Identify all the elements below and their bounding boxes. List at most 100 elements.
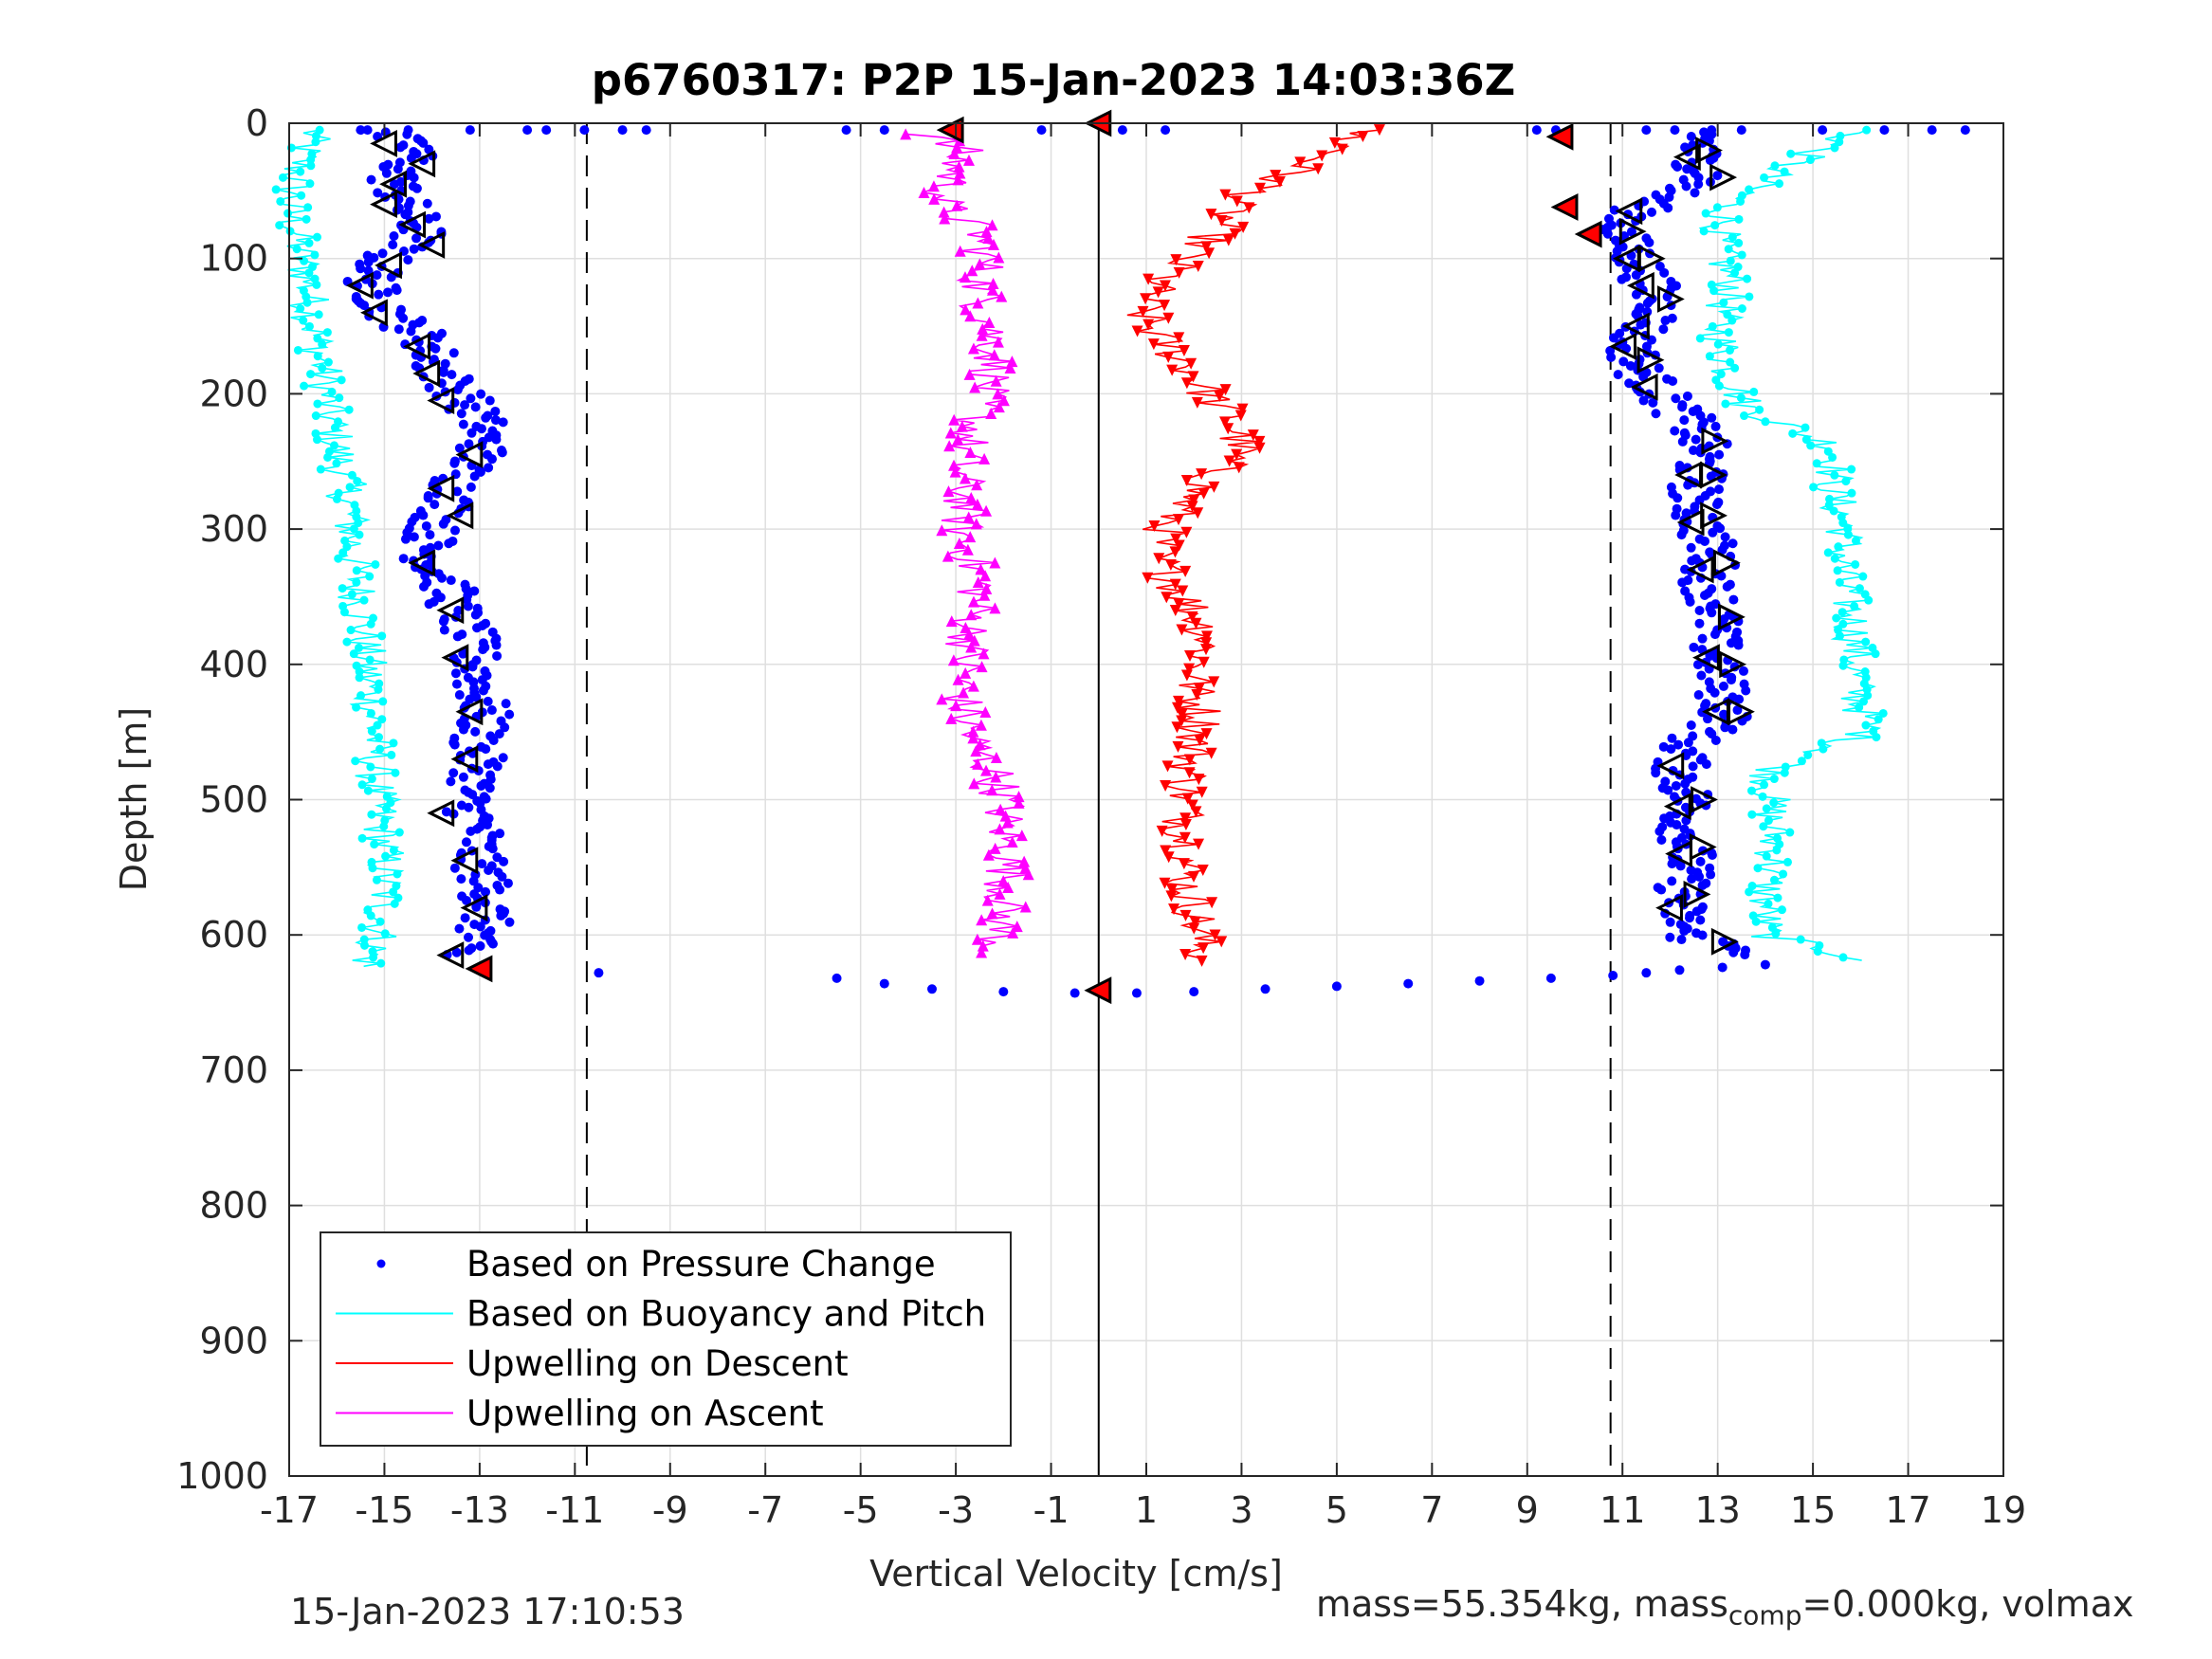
buoyancy_ascent-point bbox=[1749, 387, 1759, 396]
mass-text-a: mass=55.354kg, mass bbox=[1316, 1583, 1728, 1625]
buoyancy_descent-point bbox=[389, 887, 398, 897]
pressure_ascent-point bbox=[1638, 395, 1649, 406]
upwelling_ascent-marker bbox=[944, 427, 957, 439]
pressure_descent-point bbox=[381, 168, 392, 178]
pressure_ascent-point bbox=[1687, 874, 1697, 884]
pressure_ascent-point bbox=[1714, 484, 1725, 495]
upwelling_ascent-marker bbox=[990, 374, 1002, 387]
pressure-point bbox=[641, 125, 651, 136]
upwelling_ascent-marker bbox=[980, 226, 993, 238]
pressure_descent-point bbox=[458, 724, 468, 735]
pressure_descent-point bbox=[466, 428, 477, 438]
y-axis-label: Depth [m] bbox=[113, 707, 155, 892]
buoyancy_descent-point bbox=[390, 899, 399, 908]
x-tick-label: -17 bbox=[260, 1489, 319, 1531]
upwelling_descent-marker bbox=[1160, 845, 1172, 857]
pressure_descent-point bbox=[447, 370, 457, 380]
upwelling_descent-marker bbox=[1186, 501, 1198, 513]
pressure_ascent-point bbox=[1676, 935, 1687, 945]
pressure_ascent-point bbox=[1695, 915, 1706, 925]
upwelling_ascent-marker bbox=[951, 199, 963, 211]
upwelling_descent-marker bbox=[1180, 526, 1193, 538]
upwelling_descent-marker bbox=[1206, 897, 1218, 909]
upwelling_descent-marker bbox=[1196, 786, 1208, 798]
upwelling_descent-marker bbox=[1205, 747, 1217, 759]
pressure_ascent-point bbox=[1726, 675, 1736, 685]
buoyancy_descent-point bbox=[377, 715, 387, 724]
upwelling_descent-marker bbox=[1185, 357, 1197, 370]
buoyancy_descent-point bbox=[366, 762, 375, 772]
buoyancy_descent-point bbox=[365, 572, 375, 581]
open-right-triangle bbox=[1709, 163, 1738, 191]
upwelling_descent-marker bbox=[1234, 410, 1247, 422]
pressure_descent-point bbox=[450, 525, 461, 536]
pressure_descent-point bbox=[362, 125, 373, 136]
pressure_descent-point bbox=[363, 265, 374, 276]
open-left-triangle bbox=[408, 549, 436, 577]
buoyancy_descent-point bbox=[302, 298, 312, 307]
pressure-point bbox=[1117, 125, 1127, 136]
pressure_descent-point bbox=[492, 761, 503, 772]
filled-red-marker bbox=[1084, 976, 1112, 1005]
pressure_descent-point bbox=[388, 240, 398, 250]
upwelling_descent-marker bbox=[1162, 312, 1175, 324]
upwelling_descent-marker bbox=[1186, 799, 1198, 811]
pressure_ascent-point bbox=[1699, 591, 1709, 601]
upwelling_descent-marker bbox=[1183, 663, 1196, 675]
buoyancy_descent-point bbox=[338, 584, 347, 593]
upwelling_ascent-marker bbox=[975, 563, 987, 575]
upwelling_ascent-marker bbox=[945, 712, 958, 724]
y-tick-label: 200 bbox=[199, 373, 268, 414]
pressure_descent-point bbox=[421, 520, 431, 531]
pressure_descent-point bbox=[495, 884, 505, 895]
pressure_ascent-point bbox=[1706, 471, 1716, 482]
buoyancy_ascent-point bbox=[1871, 649, 1880, 659]
pressure_descent-point bbox=[481, 744, 491, 755]
buoyancy_ascent-point bbox=[1723, 310, 1732, 319]
upwelling_descent-marker bbox=[1152, 286, 1164, 299]
y-tick-label: 900 bbox=[199, 1320, 268, 1361]
upwelling_descent-marker bbox=[1190, 806, 1202, 818]
open-left-triangle bbox=[455, 698, 484, 726]
pressure_descent-point bbox=[441, 807, 451, 817]
upwelling_descent-marker bbox=[1162, 851, 1175, 864]
y-tick-label: 700 bbox=[199, 1049, 268, 1091]
buoyancy_ascent-point bbox=[1747, 810, 1757, 819]
pressure-point bbox=[998, 987, 1009, 997]
upwelling_ascent-marker bbox=[980, 764, 993, 776]
pressure_descent-point bbox=[484, 463, 494, 473]
upwelling_ascent-marker bbox=[953, 160, 965, 173]
pressure_descent-point bbox=[472, 623, 483, 633]
buoyancy_ascent-point bbox=[1770, 161, 1780, 171]
upwelling_descent-marker bbox=[1161, 592, 1173, 604]
buoyancy_descent-point bbox=[371, 559, 380, 569]
pressure-point bbox=[879, 125, 889, 136]
upwelling_ascent-marker bbox=[968, 777, 980, 790]
legend-box bbox=[320, 1231, 1012, 1447]
pressure_descent-point bbox=[400, 534, 411, 544]
upwelling_ascent-marker bbox=[960, 666, 972, 679]
buoyancy_ascent-point bbox=[1864, 595, 1874, 605]
buoyancy_descent-point bbox=[386, 798, 395, 808]
buoyancy_descent-point bbox=[306, 155, 316, 165]
pressure-point bbox=[1161, 125, 1171, 136]
pressure_ascent-point bbox=[1671, 510, 1681, 520]
upwelling_descent-marker bbox=[1169, 605, 1181, 617]
upwelling_ascent-marker bbox=[1013, 791, 1025, 803]
upwelling_ascent-marker bbox=[965, 491, 978, 503]
buoyancy_ascent-point bbox=[1855, 702, 1864, 712]
pressure_descent-point bbox=[464, 802, 474, 812]
open-left-triangle bbox=[360, 299, 388, 327]
buoyancy_descent-point bbox=[394, 828, 404, 837]
pressure_descent-point bbox=[446, 575, 456, 586]
pressure_descent-point bbox=[411, 183, 422, 193]
upwelling_ascent-marker bbox=[997, 875, 1010, 887]
upwelling_descent-marker bbox=[1176, 708, 1188, 720]
open-right-triangle bbox=[1717, 603, 1746, 631]
upwelling_ascent-marker bbox=[954, 167, 966, 179]
buoyancy_descent-point bbox=[306, 370, 316, 379]
buoyancy_ascent-point bbox=[1736, 196, 1746, 206]
x-axis-label: Vertical Velocity [cm/s] bbox=[869, 1553, 1283, 1595]
open-left-triangle bbox=[1630, 373, 1658, 401]
buoyancy_ascent-point bbox=[1713, 339, 1723, 349]
